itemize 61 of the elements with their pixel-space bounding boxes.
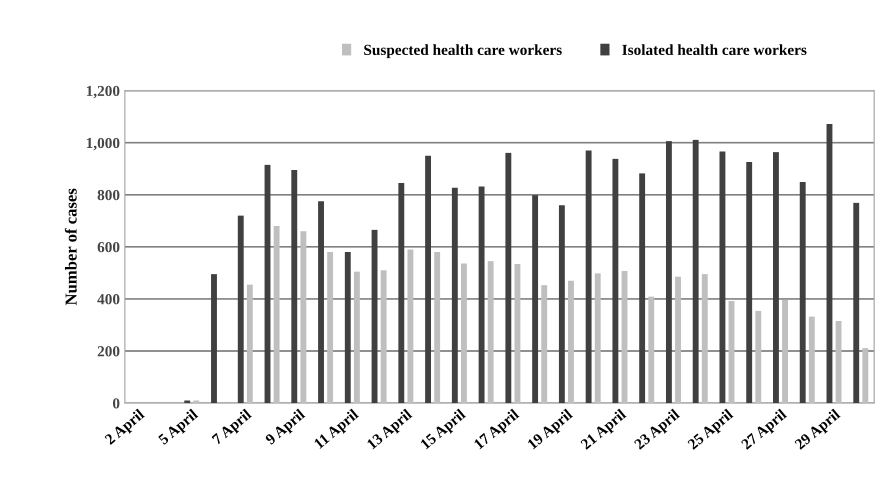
bar bbox=[568, 280, 574, 404]
y-tick-label: 600 bbox=[98, 242, 120, 252]
bar bbox=[826, 124, 832, 404]
bar bbox=[586, 150, 592, 404]
bar bbox=[675, 276, 681, 404]
bar bbox=[184, 400, 190, 404]
bar bbox=[478, 186, 485, 404]
bar bbox=[532, 195, 538, 404]
legend-label: Suspected health care workers bbox=[364, 44, 562, 58]
bar bbox=[862, 348, 868, 404]
bar bbox=[746, 162, 752, 404]
bar bbox=[211, 274, 217, 404]
y-axis-title: Number of cases bbox=[64, 188, 77, 306]
bar bbox=[291, 170, 298, 404]
bar bbox=[434, 252, 440, 404]
bar bbox=[327, 252, 334, 404]
bar bbox=[407, 249, 414, 404]
bar bbox=[808, 316, 815, 404]
bar bbox=[460, 264, 467, 404]
bar bbox=[488, 261, 494, 404]
bar bbox=[800, 182, 806, 404]
bar bbox=[246, 284, 253, 404]
bar bbox=[648, 296, 654, 404]
bar bbox=[274, 226, 280, 404]
bar bbox=[853, 202, 860, 404]
bar bbox=[541, 285, 548, 404]
bar bbox=[505, 152, 512, 404]
bar bbox=[558, 205, 565, 404]
bar bbox=[719, 152, 726, 404]
bar bbox=[514, 264, 520, 404]
bar bbox=[755, 310, 762, 404]
bar bbox=[782, 300, 788, 404]
bar bbox=[238, 216, 244, 404]
y-tick-label: 400 bbox=[97, 294, 120, 304]
bar bbox=[622, 271, 628, 404]
bar bbox=[836, 321, 842, 404]
bar bbox=[702, 274, 708, 404]
bar bbox=[193, 400, 200, 404]
bar bbox=[666, 141, 672, 404]
y-tick-label: 1,200 bbox=[86, 86, 120, 98]
bar bbox=[728, 301, 734, 404]
bar bbox=[773, 152, 779, 404]
bar bbox=[372, 230, 378, 404]
bar bbox=[692, 140, 699, 404]
bar bbox=[612, 158, 618, 404]
y-tick-label: 0 bbox=[112, 398, 120, 409]
bar bbox=[452, 188, 458, 404]
bar bbox=[344, 252, 351, 404]
y-tick-label: 800 bbox=[98, 190, 120, 200]
bar bbox=[264, 164, 270, 404]
bar bbox=[594, 273, 601, 404]
bar bbox=[398, 183, 404, 404]
bar bbox=[318, 201, 324, 404]
bar bbox=[639, 173, 646, 404]
bar bbox=[425, 156, 432, 404]
legend-label: Isolated health care workers bbox=[622, 44, 807, 56]
bar bbox=[300, 231, 306, 404]
bar bbox=[354, 272, 360, 404]
y-tick-label: 200 bbox=[98, 346, 120, 356]
bar bbox=[380, 270, 387, 404]
y-tick-label: 1,000 bbox=[86, 138, 120, 150]
